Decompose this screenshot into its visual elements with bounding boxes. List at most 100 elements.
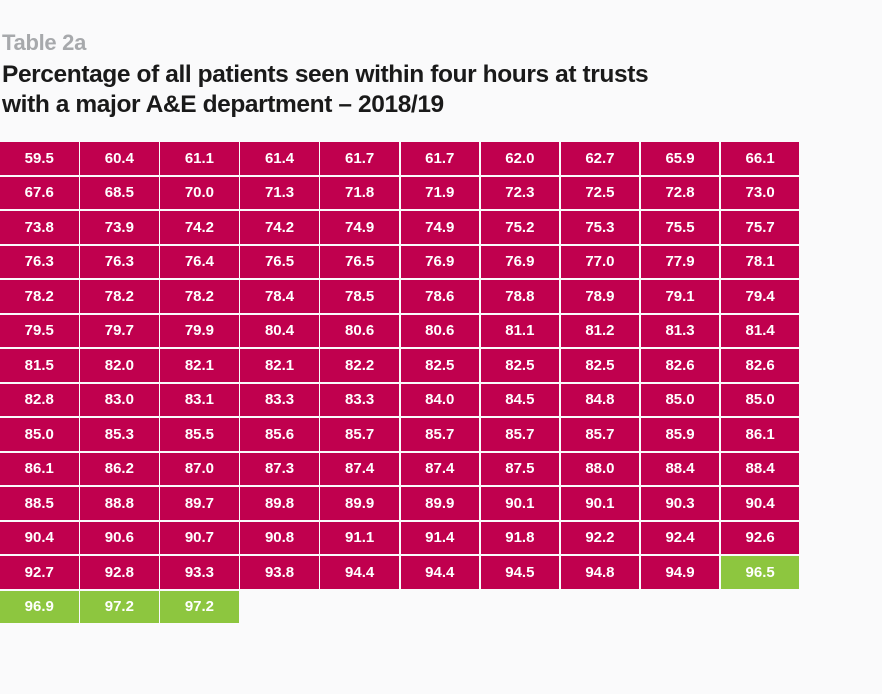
table-cell: 73.0 xyxy=(720,176,800,210)
table-cell: 90.4 xyxy=(720,487,800,520)
table-cell: 60.4 xyxy=(80,142,159,175)
table-cell: 74.9 xyxy=(400,211,479,244)
table-cell: 86.2 xyxy=(80,452,159,486)
table-cell: 78.8 xyxy=(480,280,560,313)
table-cell: 75.3 xyxy=(560,211,640,244)
table-cell: 82.1 xyxy=(160,349,239,382)
table-cell: 82.1 xyxy=(240,349,319,382)
table-cell: 80.4 xyxy=(240,314,319,348)
table-cell: 94.9 xyxy=(640,556,720,589)
table-cell: 81.1 xyxy=(480,314,560,348)
table-cell: 88.4 xyxy=(720,452,800,486)
table-cell: 91.1 xyxy=(320,521,399,555)
table-cell: 90.3 xyxy=(640,487,720,520)
table-cell: 86.1 xyxy=(720,418,800,451)
table-cell: 88.5 xyxy=(0,487,79,520)
table-cell: 70.0 xyxy=(160,176,239,210)
table-cell: 94.4 xyxy=(400,556,479,589)
table-cell: 82.5 xyxy=(480,349,560,382)
table-cell: 72.3 xyxy=(480,176,560,210)
table-cell: 76.5 xyxy=(240,245,319,279)
table-cell: 93.3 xyxy=(160,556,239,589)
table-cell: 77.9 xyxy=(640,245,720,279)
table-cell: 76.3 xyxy=(80,245,159,279)
table-cell: 92.6 xyxy=(720,521,800,555)
table-cell: 82.5 xyxy=(400,349,479,382)
table-cell: 74.2 xyxy=(160,211,239,244)
table-cell: 83.3 xyxy=(240,383,319,417)
table-cell: 73.8 xyxy=(0,211,79,244)
table-cell: 85.0 xyxy=(0,418,79,451)
table-cell: 82.2 xyxy=(320,349,399,382)
table-cell: 85.7 xyxy=(480,418,560,451)
table-cell: 67.6 xyxy=(0,176,79,210)
table-cell: 72.5 xyxy=(560,176,640,210)
table-cell: 78.9 xyxy=(560,280,640,313)
table-cell: 75.2 xyxy=(480,211,560,244)
table-cell: 82.6 xyxy=(720,349,800,382)
table-cell: 92.2 xyxy=(560,521,640,555)
table-cell: 82.8 xyxy=(0,383,79,417)
table-cell: 84.8 xyxy=(560,383,640,417)
table-cell: 87.4 xyxy=(400,452,479,486)
table-cell: 88.0 xyxy=(560,452,640,486)
table-cell: 77.0 xyxy=(560,245,640,279)
table-cell: 76.3 xyxy=(0,245,79,279)
table-cell: 97.2 xyxy=(160,590,239,624)
table-cell: 79.4 xyxy=(720,280,800,313)
table-cell: 79.5 xyxy=(0,314,79,348)
table-cell: 89.8 xyxy=(240,487,319,520)
table-cell: 92.8 xyxy=(80,556,159,589)
table-cell: 78.4 xyxy=(240,280,319,313)
table-cell: 94.8 xyxy=(560,556,640,589)
table-cell: 87.4 xyxy=(320,452,399,486)
table-cell: 85.7 xyxy=(560,418,640,451)
table-cell: 84.0 xyxy=(400,383,479,417)
table-cell: 78.2 xyxy=(0,280,79,313)
table-cell: 91.4 xyxy=(400,521,479,555)
table-cell: 76.9 xyxy=(480,245,560,279)
table-title: Percentage of all patients seen within f… xyxy=(2,60,862,120)
table-cell: 85.6 xyxy=(240,418,319,451)
table-cell: 81.2 xyxy=(560,314,640,348)
table-cell: 87.0 xyxy=(160,452,239,486)
table-cell: 88.4 xyxy=(640,452,720,486)
percentage-grid: 59.5 60.4 61.1 61.4 61.7 61.7 62.0 62.7 65.9 66.1… xyxy=(0,142,801,625)
table-cell: 81.5 xyxy=(0,349,79,382)
table-cell: 85.7 xyxy=(320,418,399,451)
table-cell: 80.6 xyxy=(320,314,399,348)
table-cell: 73.9 xyxy=(80,211,159,244)
table-cell: 87.5 xyxy=(480,452,560,486)
table-cell: 61.4 xyxy=(240,142,319,175)
table-cell: 91.8 xyxy=(480,521,560,555)
table-cell: 78.1 xyxy=(720,245,800,279)
table-cell: 90.6 xyxy=(80,521,159,555)
table-cell: 82.6 xyxy=(640,349,720,382)
table-cell: 90.7 xyxy=(160,521,239,555)
table-cell: 74.9 xyxy=(320,211,399,244)
table-cell: 87.3 xyxy=(240,452,319,486)
table-cell: 89.9 xyxy=(320,487,399,520)
table-cell: 75.5 xyxy=(640,211,720,244)
table-cell: 90.4 xyxy=(0,521,79,555)
table-cell: 59.5 xyxy=(0,142,79,175)
table-cell: 90.1 xyxy=(560,487,640,520)
table-cell: 92.4 xyxy=(640,521,720,555)
table-cell: 83.1 xyxy=(160,383,239,417)
table-cell: 85.7 xyxy=(400,418,479,451)
table-cell: 68.5 xyxy=(80,176,159,210)
table-cell: 94.5 xyxy=(480,556,560,589)
table-cell: 65.9 xyxy=(640,142,720,175)
table-cell: 82.5 xyxy=(560,349,640,382)
table-cell: 78.5 xyxy=(320,280,399,313)
table-cell: 84.5 xyxy=(480,383,560,417)
table-cell: 72.8 xyxy=(640,176,720,210)
table-cell: 80.6 xyxy=(400,314,479,348)
table-label: Table 2a xyxy=(2,30,87,55)
table-cell: 89.7 xyxy=(160,487,239,520)
table-cell: 96.5 xyxy=(720,556,800,589)
table-cell: 88.8 xyxy=(80,487,159,520)
table-cell: 85.5 xyxy=(160,418,239,451)
table-title-line-2: with a major A&E department – 2018/19 xyxy=(2,91,444,118)
table-cell: 81.3 xyxy=(640,314,720,348)
